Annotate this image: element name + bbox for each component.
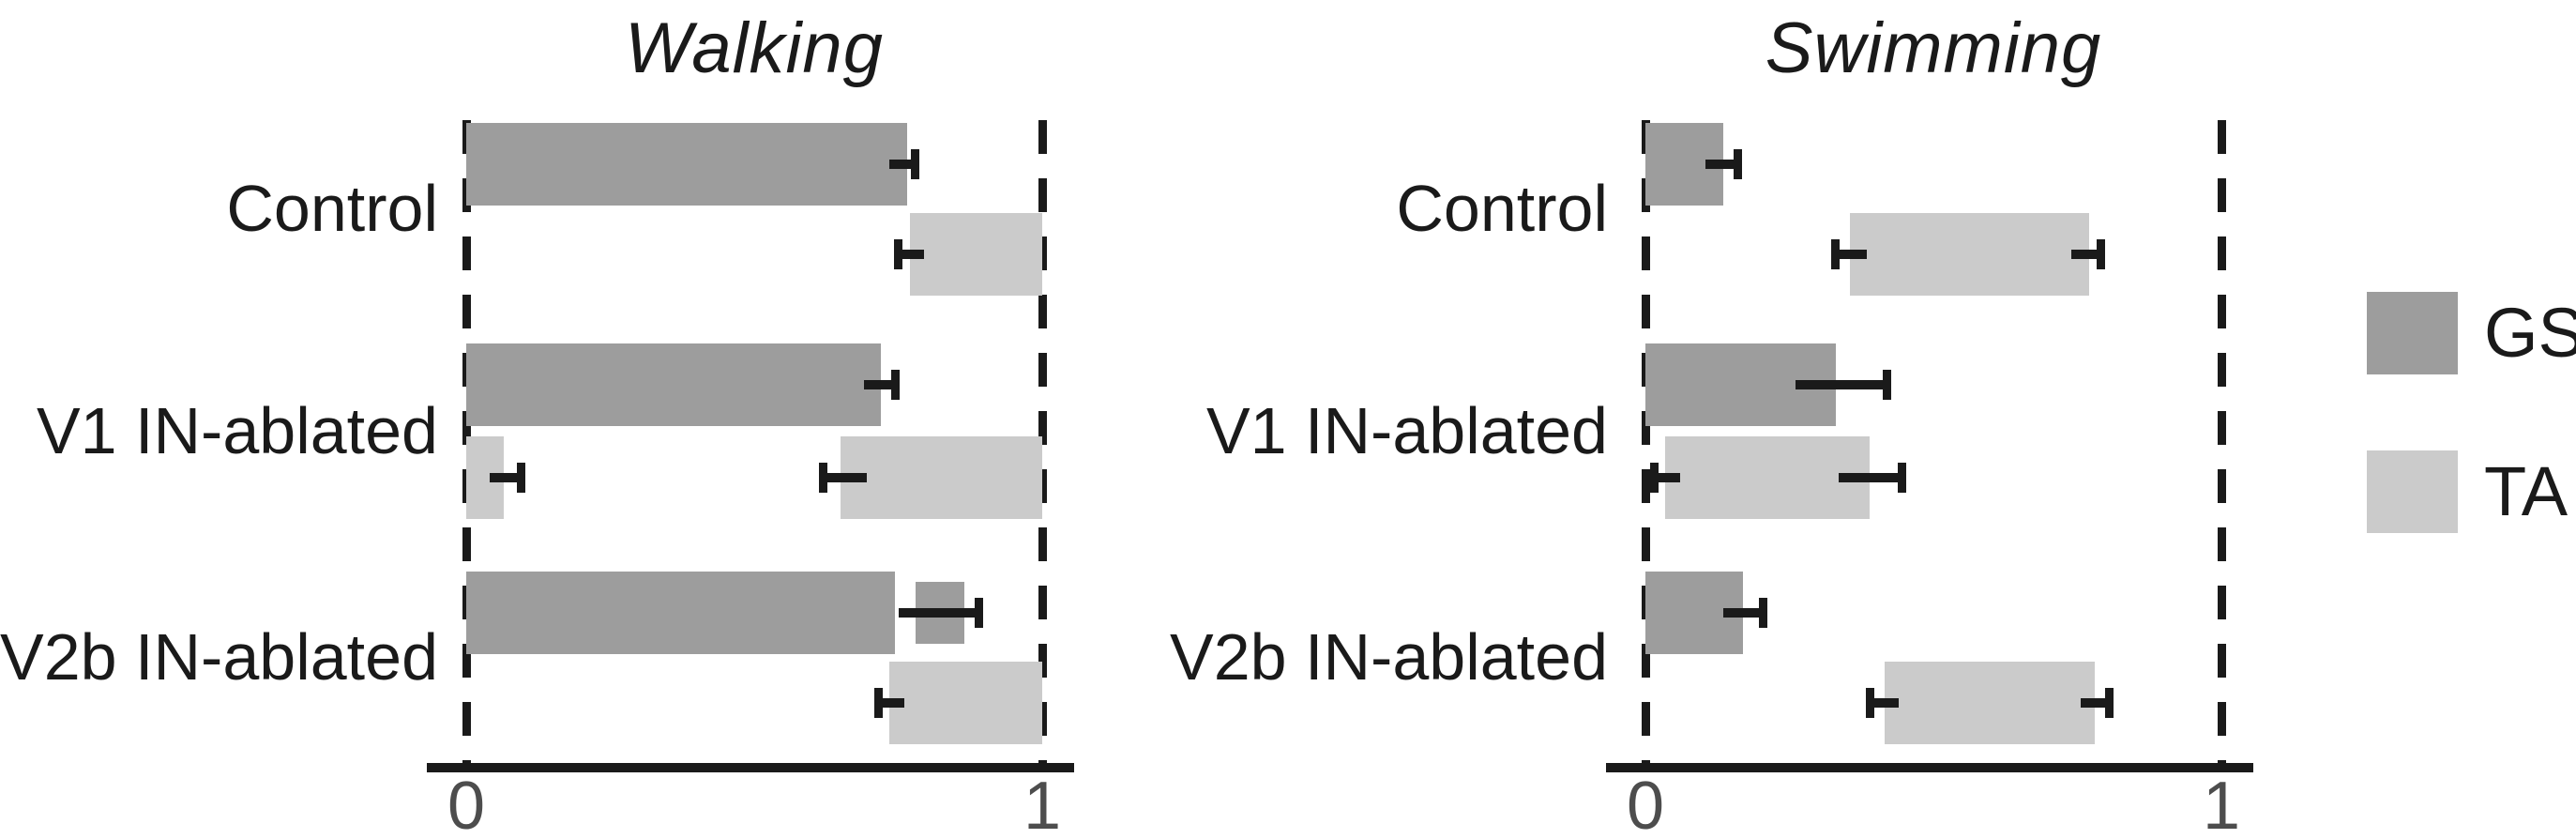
x-axis-line-walking [427, 763, 1074, 772]
error-whisker-walking-gs [889, 160, 916, 169]
error-whisker-walking-ta [878, 698, 904, 708]
error-whisker-swimming-ta [1870, 698, 1900, 708]
legend-swatch-ta [2367, 450, 2458, 533]
legend-swatch-gs [2367, 292, 2458, 374]
error-cap-swimming-ta [2104, 688, 2114, 718]
error-whisker-swimming-ta [2080, 698, 2110, 708]
panel-title-swimming: Swimming [1765, 8, 2102, 88]
error-cap-swimming-ta [2096, 239, 2105, 269]
x-tick-label-walking-1: 1 [1023, 769, 1062, 839]
error-cap-swimming-gs [1759, 598, 1768, 628]
x-axis-line-swimming [1606, 763, 2253, 772]
error-cap-walking-ta [819, 463, 828, 493]
row-label-swimming-2: V2b IN-ablated [1170, 620, 1608, 694]
walking-gs-bar [466, 343, 882, 426]
swimming-ta-bar [1849, 213, 2089, 296]
legend-label-gs: GS [2484, 294, 2576, 372]
error-cap-walking-ta [894, 239, 902, 269]
error-cap-walking-ta [516, 463, 525, 493]
error-cap-swimming-ta [1649, 463, 1659, 493]
swimming-ta-bar [1665, 436, 1871, 519]
panel-title-walking: Walking [625, 8, 884, 88]
error-whisker-walking-ta [489, 473, 522, 482]
error-whisker-walking-ta [823, 473, 867, 482]
row-label-walking-2: V2b IN-ablated [0, 620, 438, 694]
walking-ta-bar [841, 436, 1042, 519]
walking-ta-bar [909, 213, 1042, 296]
x-tick-label-walking-0: 0 [447, 769, 486, 839]
x-tick-label-swimming-1: 1 [2202, 769, 2241, 839]
error-whisker-swimming-ta [1654, 473, 1680, 482]
error-cap-walking-gs [890, 370, 900, 400]
error-whisker-swimming-gs [1722, 608, 1764, 618]
row-label-walking-0: Control [226, 172, 438, 245]
error-cap-walking-gs [974, 598, 983, 628]
error-cap-walking-ta [873, 688, 883, 718]
error-whisker-swimming-gs [1705, 160, 1738, 169]
error-whisker-swimming-ta [1838, 473, 1902, 482]
error-cap-swimming-gs [1883, 370, 1892, 400]
error-cap-swimming-ta [1865, 688, 1874, 718]
error-whisker-swimming-ta [2071, 250, 2101, 259]
error-whisker-walking-ta [898, 250, 925, 259]
swimming-ta-bar [1884, 662, 2095, 744]
row-label-swimming-1: V1 IN-ablated [1205, 394, 1608, 467]
walking-gs-bar [466, 123, 907, 206]
walking-gs-bar [466, 572, 896, 654]
error-whisker-swimming-gs [1795, 380, 1887, 389]
error-whisker-walking-gs [863, 380, 896, 389]
error-cap-swimming-ta [1897, 463, 1906, 493]
x-tick-label-swimming-0: 0 [1626, 769, 1665, 839]
legend-label-ta: TA [2484, 452, 2568, 530]
error-cap-swimming-gs [1733, 149, 1742, 179]
error-cap-swimming-ta [1831, 239, 1841, 269]
row-label-swimming-0: Control [1396, 172, 1608, 245]
row-label-walking-1: V1 IN-ablated [36, 394, 438, 467]
guide-dashed-line-walking-x1 [1038, 120, 1047, 763]
error-whisker-walking-gs [898, 608, 979, 618]
error-cap-walking-gs [911, 149, 920, 179]
error-whisker-swimming-ta [1835, 250, 1868, 259]
guide-dashed-line-swimming-x1 [2217, 120, 2226, 763]
walking-ta-bar [889, 662, 1042, 744]
guide-dashed-line-swimming-x0 [1641, 120, 1650, 763]
